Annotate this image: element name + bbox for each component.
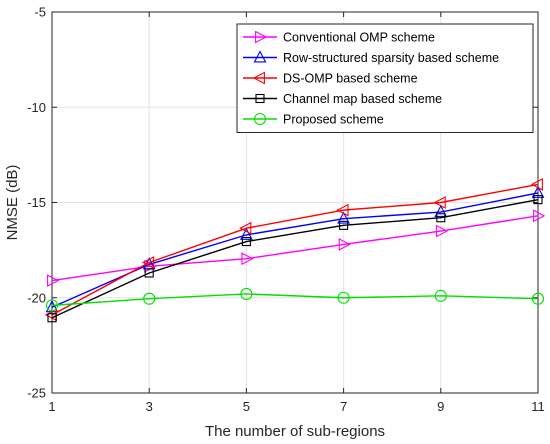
data-point: [434, 204, 448, 217]
data-point: [337, 291, 350, 304]
legend-marker: [252, 71, 265, 85]
series-layer: [44, 177, 546, 323]
data-point: [47, 313, 57, 323]
data-point: [239, 227, 253, 240]
data-point: [435, 224, 449, 238]
y-tick-label: -15: [27, 195, 46, 210]
x-tick-label: 1: [48, 399, 55, 414]
legend-item: Row-structured sparsity based scheme: [243, 50, 499, 65]
legend-label: Proposed scheme: [283, 113, 384, 127]
data-point: [239, 221, 252, 235]
data-point: [434, 289, 447, 302]
x-tick-label: 3: [146, 399, 153, 414]
data-point: [337, 211, 351, 224]
legend-marker: [253, 112, 267, 126]
data-point: [144, 268, 154, 278]
series-line: [51, 293, 539, 307]
legend-label: Channel map based scheme: [283, 92, 442, 106]
axis-ticks: 1 3 5 7 9 11 -25 -20 -15 -10 -5: [27, 5, 545, 415]
data-point: [47, 274, 60, 288]
data-point: [436, 213, 446, 223]
legend-item: Proposed scheme: [243, 113, 384, 127]
legend-label: Row-structured sparsity based scheme: [283, 51, 499, 65]
legend-box: [236, 23, 534, 133]
data-point: [531, 185, 545, 198]
legend: Conventional OMP scheme Row-structured sp…: [236, 23, 534, 133]
legend-item: Conventional OMP scheme: [243, 31, 435, 45]
data-point: [241, 252, 254, 266]
data-point: [530, 177, 543, 191]
data-point: [433, 196, 446, 209]
series-line: [51, 198, 539, 319]
legend-item: DS-OMP based scheme: [243, 72, 418, 86]
legend-marker: [253, 50, 267, 63]
legend-label: Conventional OMP scheme: [283, 31, 435, 45]
series-line: [51, 183, 539, 316]
data-point: [533, 195, 543, 205]
y-tick-label: -10: [27, 100, 46, 115]
legend-label: DS-OMP based scheme: [283, 72, 418, 86]
x-tick-label: 5: [243, 399, 250, 414]
legend-item: Channel map based scheme: [243, 92, 442, 106]
series-line: [51, 215, 539, 282]
x-tick-label: 7: [340, 399, 347, 414]
x-axis-label: The number of sub-regions: [205, 423, 385, 440]
y-tick-label: -20: [27, 290, 46, 305]
data-point: [338, 237, 351, 251]
data-point: [533, 209, 546, 223]
legend-marker: [255, 93, 265, 104]
y-tick-label: -25: [27, 386, 46, 401]
data-point: [143, 292, 156, 305]
x-tick-label: 11: [531, 399, 545, 414]
series-4: [47, 195, 543, 323]
data-point: [336, 203, 349, 217]
data-point: [531, 292, 545, 305]
data-point: [339, 220, 349, 230]
series-5: [45, 287, 545, 312]
data-point: [141, 256, 155, 269]
y-tick-label: -5: [34, 5, 46, 20]
data-point: [45, 299, 59, 312]
data-point: [240, 287, 253, 300]
legend-marker: [255, 30, 268, 44]
data-point: [241, 237, 251, 247]
x-tick-label: 9: [437, 399, 444, 414]
y-axis-label: NMSE (dB): [4, 165, 21, 241]
